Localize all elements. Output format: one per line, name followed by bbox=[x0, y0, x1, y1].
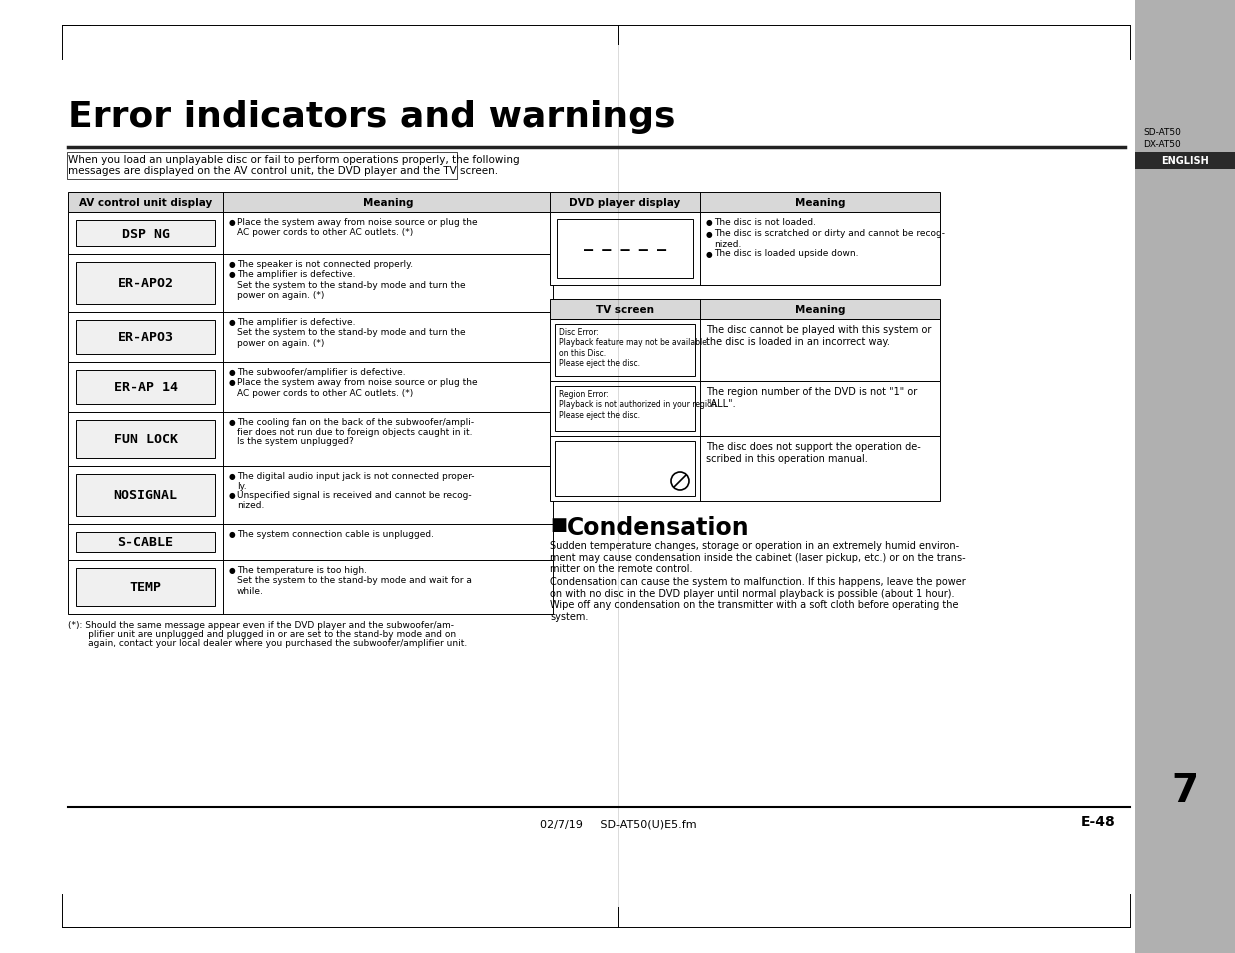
Text: The digital audio input jack is not connected proper-
ly.: The digital audio input jack is not conn… bbox=[237, 472, 474, 491]
Text: When you load an unplayable disc or fail to perform operations properly, the fol: When you load an unplayable disc or fail… bbox=[68, 154, 520, 165]
Bar bbox=[68, 560, 553, 615]
Text: The disc is not loaded.: The disc is not loaded. bbox=[714, 218, 816, 227]
Text: ●: ● bbox=[228, 417, 236, 427]
Text: ●: ● bbox=[228, 218, 236, 227]
Text: The region number of the DVD is not "1" or
"ALL".: The region number of the DVD is not "1" … bbox=[706, 387, 918, 408]
Text: Disc Error:
Playback feature may not be available
on this Disc.
Please eject the: Disc Error: Playback feature may not be … bbox=[559, 328, 706, 368]
Text: The speaker is not connected properly.: The speaker is not connected properly. bbox=[237, 260, 414, 269]
Text: (*): Should the same message appear even if the DVD player and the subwoofer/am-: (*): Should the same message appear even… bbox=[68, 620, 454, 629]
Text: ●: ● bbox=[228, 317, 236, 327]
Text: The temperature is too high.: The temperature is too high. bbox=[237, 565, 367, 575]
Text: ER-AP 14: ER-AP 14 bbox=[114, 381, 178, 395]
Bar bbox=[68, 467, 553, 524]
Text: S-CABLE: S-CABLE bbox=[117, 536, 173, 549]
Text: again, contact your local dealer where you purchased the subwoofer/amplifier uni: again, contact your local dealer where y… bbox=[68, 639, 467, 647]
Text: ■: ■ bbox=[550, 516, 567, 534]
Bar bbox=[77, 420, 215, 458]
Text: 02/7/19     SD-AT50(U)E5.fm: 02/7/19 SD-AT50(U)E5.fm bbox=[540, 820, 697, 829]
Text: Region Error:
Playback is not authorized in your region.
Please eject the disc.: Region Error: Playback is not authorized… bbox=[559, 390, 719, 419]
Text: ●: ● bbox=[228, 271, 236, 279]
Bar bbox=[68, 193, 553, 213]
Text: The disc cannot be played with this system or
the disc is loaded in an incorrect: The disc cannot be played with this syst… bbox=[706, 325, 931, 346]
Text: Set the system to the stand-by mode and wait for a
while.: Set the system to the stand-by mode and … bbox=[237, 576, 472, 596]
Bar bbox=[555, 387, 695, 432]
Text: NOSIGNAL: NOSIGNAL bbox=[114, 489, 178, 502]
Bar bbox=[550, 213, 940, 286]
Bar bbox=[68, 363, 553, 413]
Text: ●: ● bbox=[228, 530, 236, 538]
Bar bbox=[555, 325, 695, 376]
Text: Sudden temperature changes, storage or operation in an extremely humid environ-
: Sudden temperature changes, storage or o… bbox=[550, 540, 966, 574]
Text: Set the system to the stand-by mode and turn the
power on again. (*): Set the system to the stand-by mode and … bbox=[237, 328, 466, 348]
Bar bbox=[77, 320, 215, 355]
Bar bbox=[550, 381, 940, 436]
Text: ER-APO3: ER-APO3 bbox=[117, 331, 173, 344]
Text: The subwoofer/amplifier is defective.: The subwoofer/amplifier is defective. bbox=[237, 368, 405, 376]
Text: E-48: E-48 bbox=[1081, 814, 1115, 828]
Bar bbox=[550, 299, 940, 319]
Text: ●: ● bbox=[228, 491, 236, 499]
Bar bbox=[1135, 0, 1235, 953]
Bar bbox=[1135, 152, 1235, 170]
Text: The cooling fan on the back of the subwoofer/ampli-
fier does not run due to for: The cooling fan on the back of the subwo… bbox=[237, 417, 474, 436]
Text: plifier unit are unplugged and plugged in or are set to the stand-by mode and on: plifier unit are unplugged and plugged i… bbox=[68, 629, 456, 639]
Bar bbox=[1145, 760, 1220, 809]
Text: Meaning: Meaning bbox=[795, 305, 845, 314]
Text: Set the system to the stand-by mode and turn the
power on again. (*): Set the system to the stand-by mode and … bbox=[237, 281, 466, 300]
Text: messages are displayed on the AV control unit, the DVD player and the TV screen.: messages are displayed on the AV control… bbox=[68, 166, 498, 175]
Text: TEMP: TEMP bbox=[130, 581, 162, 594]
Text: DVD player display: DVD player display bbox=[569, 198, 680, 208]
Bar bbox=[77, 371, 215, 405]
Bar bbox=[550, 319, 940, 381]
Text: – – – – –: – – – – – bbox=[584, 242, 666, 256]
Text: ●: ● bbox=[706, 218, 713, 227]
Text: Error indicators and warnings: Error indicators and warnings bbox=[68, 100, 676, 133]
Text: The amplifier is defective.: The amplifier is defective. bbox=[237, 271, 356, 279]
Bar bbox=[68, 254, 553, 313]
Bar bbox=[77, 221, 215, 247]
Text: Condensation can cause the system to malfunction. If this happens, leave the pow: Condensation can cause the system to mal… bbox=[550, 577, 966, 621]
Text: DSP NG: DSP NG bbox=[121, 227, 169, 240]
Bar bbox=[68, 524, 553, 560]
Bar bbox=[557, 220, 693, 278]
Text: ●: ● bbox=[706, 230, 713, 238]
Text: ENGLISH: ENGLISH bbox=[1161, 156, 1209, 167]
Bar bbox=[550, 436, 940, 501]
Text: ●: ● bbox=[228, 565, 236, 575]
Text: The disc is loaded upside down.: The disc is loaded upside down. bbox=[714, 250, 858, 258]
Text: The system connection cable is unplugged.: The system connection cable is unplugged… bbox=[237, 530, 433, 538]
Text: Is the system unplugged?: Is the system unplugged? bbox=[237, 436, 353, 446]
Bar bbox=[77, 568, 215, 606]
Text: FUN LOCK: FUN LOCK bbox=[114, 433, 178, 446]
Text: 7: 7 bbox=[1172, 771, 1198, 809]
Text: Meaning: Meaning bbox=[363, 198, 414, 208]
Text: The amplifier is defective.: The amplifier is defective. bbox=[237, 317, 356, 327]
Bar bbox=[67, 152, 457, 180]
Bar bbox=[68, 413, 553, 467]
Text: ●: ● bbox=[228, 472, 236, 480]
Text: Condensation: Condensation bbox=[567, 516, 750, 539]
Text: ER-APO2: ER-APO2 bbox=[117, 277, 173, 291]
Text: AV control unit display: AV control unit display bbox=[79, 198, 212, 208]
Bar bbox=[68, 313, 553, 363]
Text: Place the system away from noise source or plug the
AC power cords to other AC o: Place the system away from noise source … bbox=[237, 218, 478, 237]
Bar bbox=[77, 533, 215, 553]
Text: The disc does not support the operation de-
scribed in this operation manual.: The disc does not support the operation … bbox=[706, 441, 921, 463]
Bar bbox=[550, 193, 940, 213]
Text: DX-AT50: DX-AT50 bbox=[1144, 140, 1181, 149]
Text: ●: ● bbox=[706, 250, 713, 258]
Text: ●: ● bbox=[228, 378, 236, 387]
Text: Unspecified signal is received and cannot be recog-
nized.: Unspecified signal is received and canno… bbox=[237, 491, 472, 510]
Text: The disc is scratched or dirty and cannot be recog-
nized.: The disc is scratched or dirty and canno… bbox=[714, 230, 945, 249]
Bar bbox=[77, 263, 215, 305]
Bar bbox=[77, 475, 215, 517]
Text: ●: ● bbox=[228, 368, 236, 376]
Text: SD-AT50: SD-AT50 bbox=[1144, 128, 1181, 137]
Text: ●: ● bbox=[228, 260, 236, 269]
Text: Place the system away from noise source or plug the
AC power cords to other AC o: Place the system away from noise source … bbox=[237, 378, 478, 397]
Text: TV screen: TV screen bbox=[597, 305, 655, 314]
Bar bbox=[555, 441, 695, 497]
Bar bbox=[68, 213, 553, 254]
Text: Meaning: Meaning bbox=[795, 198, 845, 208]
